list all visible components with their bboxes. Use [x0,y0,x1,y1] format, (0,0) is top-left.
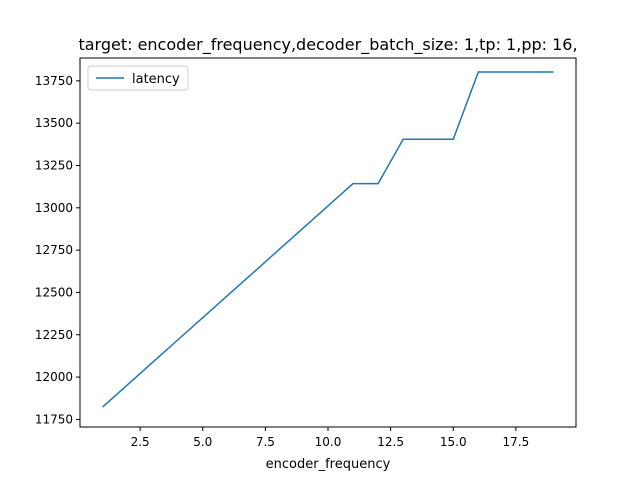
y-tick-label: 12750 [35,243,73,257]
series-layer [102,71,554,408]
x-tick-label: 15.0 [440,435,467,449]
x-axis-label: encoder_frequency [266,457,391,472]
x-tick-label: 2.5 [131,435,150,449]
x-tick-label: 10.0 [315,435,342,449]
series-line-latency [102,71,554,408]
y-tick-label: 13750 [35,74,73,88]
y-tick-label: 13000 [35,201,73,215]
plot-frame [79,57,577,428]
x-tick-label: 12.5 [377,435,404,449]
x-tick-label: 7.5 [256,435,275,449]
y-tick-label: 12500 [35,285,73,299]
y-axis: 11750 12000 12250 12500 12750 13000 13250 13500… [35,74,80,426]
x-tick-label: 17.5 [503,435,530,449]
y-tick-label: 13500 [35,116,73,130]
legend: latency [87,65,189,91]
y-tick-label: 13250 [35,158,73,172]
legend-label: latency [132,72,180,87]
chart-title: target: encoder_frequency,decoder_batch_… [78,35,577,55]
y-tick-label: 12250 [35,328,73,342]
plot-area [79,57,577,428]
y-tick-label: 12000 [35,370,73,384]
x-axis: 2.5 5.0 7.5 10.0 12.5 15.0 17.5 [131,427,530,449]
legend-box [87,65,189,91]
x-tick-label: 5.0 [193,435,212,449]
y-tick-label: 11750 [35,412,73,426]
